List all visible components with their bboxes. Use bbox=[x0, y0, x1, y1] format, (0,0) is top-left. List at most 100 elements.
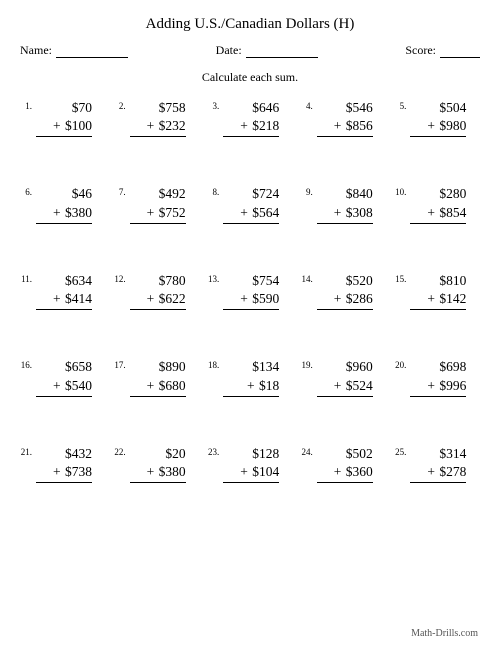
problem-number: 2. bbox=[114, 99, 126, 111]
problem-stack: $520+ $286 bbox=[317, 272, 373, 310]
problem-stack: $724+ $564 bbox=[223, 185, 279, 223]
problem-stack: $314+ $278 bbox=[410, 445, 466, 483]
problem: 6.$46+ $380 bbox=[20, 185, 106, 223]
problem-number: 3. bbox=[207, 99, 219, 111]
worksheet-page: Adding U.S./Canadian Dollars (H) Name: D… bbox=[0, 0, 500, 647]
addend-bottom: + $360 bbox=[317, 463, 373, 483]
addend-top: $504 bbox=[410, 99, 466, 117]
problem: 22. $20+ $380 bbox=[114, 445, 200, 483]
addend-top: $314 bbox=[410, 445, 466, 463]
problem: 4.$546+ $856 bbox=[301, 99, 387, 137]
problem: 15. $810+ $142 bbox=[394, 272, 480, 310]
date-label: Date: bbox=[216, 43, 242, 58]
problem-number: 19. bbox=[301, 358, 313, 370]
problem-number: 15. bbox=[394, 272, 406, 284]
problem-number: 6. bbox=[20, 185, 32, 197]
problem: 25.$314+ $278 bbox=[394, 445, 480, 483]
problem: 18. $134+ $18 bbox=[207, 358, 293, 396]
problem-stack: $840+ $308 bbox=[317, 185, 373, 223]
problem: 1. $70+ $100 bbox=[20, 99, 106, 137]
problem: 14. $520+ $286 bbox=[301, 272, 387, 310]
problems-grid: 1. $70+ $100 2. $758+ $232 3. $646+ $218 4.$54… bbox=[20, 99, 480, 483]
addend-top: $758 bbox=[130, 99, 186, 117]
problem-stack: $70+ $100 bbox=[36, 99, 92, 137]
addend-top: $128 bbox=[223, 445, 279, 463]
problem: 19. $960+ $524 bbox=[301, 358, 387, 396]
addend-top: $890 bbox=[130, 358, 186, 376]
addend-bottom: + $232 bbox=[130, 117, 186, 137]
addend-top: $754 bbox=[223, 272, 279, 290]
problem-stack: $492+ $752 bbox=[130, 185, 186, 223]
problem-stack: $960+ $524 bbox=[317, 358, 373, 396]
addend-top: $70 bbox=[36, 99, 92, 117]
addend-bottom: + $142 bbox=[410, 290, 466, 310]
problem-stack: $890+ $680 bbox=[130, 358, 186, 396]
problem: 16.$658+ $540 bbox=[20, 358, 106, 396]
problem-number: 7. bbox=[114, 185, 126, 197]
problem-number: 20. bbox=[394, 358, 406, 370]
problem-stack: $502+ $360 bbox=[317, 445, 373, 483]
problem-stack: $280+ $854 bbox=[410, 185, 466, 223]
addend-bottom: + $980 bbox=[410, 117, 466, 137]
problem: 13. $754+ $590 bbox=[207, 272, 293, 310]
name-blank[interactable] bbox=[56, 46, 128, 58]
problem-stack: $810+ $142 bbox=[410, 272, 466, 310]
problem-number: 11. bbox=[20, 272, 32, 284]
addend-top: $780 bbox=[130, 272, 186, 290]
problem-number: 22. bbox=[114, 445, 126, 457]
addend-top: $698 bbox=[410, 358, 466, 376]
problem-number: 17. bbox=[114, 358, 126, 370]
problem: 2. $758+ $232 bbox=[114, 99, 200, 137]
problem-number: 4. bbox=[301, 99, 313, 111]
problem-stack: $754+ $590 bbox=[223, 272, 279, 310]
problem-number: 1. bbox=[20, 99, 32, 111]
addend-bottom: + $104 bbox=[223, 463, 279, 483]
score-field: Score: bbox=[405, 43, 480, 58]
addend-top: $20 bbox=[130, 445, 186, 463]
addend-bottom: + $540 bbox=[36, 377, 92, 397]
date-field: Date: bbox=[216, 43, 318, 58]
addend-bottom: + $380 bbox=[130, 463, 186, 483]
problem-stack: $658+ $540 bbox=[36, 358, 92, 396]
problem-number: 14. bbox=[301, 272, 313, 284]
problem-number: 23. bbox=[207, 445, 219, 457]
addend-bottom: + $738 bbox=[36, 463, 92, 483]
problem: 10.$280+ $854 bbox=[394, 185, 480, 223]
problem-stack: $780+ $622 bbox=[130, 272, 186, 310]
problem: 20. $698+ $996 bbox=[394, 358, 480, 396]
footer-text: Math-Drills.com bbox=[411, 628, 478, 639]
date-blank[interactable] bbox=[246, 46, 318, 58]
problem: 9.$840+ $308 bbox=[301, 185, 387, 223]
problem: 11. $634+ $414 bbox=[20, 272, 106, 310]
addend-bottom: + $996 bbox=[410, 377, 466, 397]
problem-stack: $646+ $218 bbox=[223, 99, 279, 137]
score-blank[interactable] bbox=[440, 46, 480, 58]
name-field: Name: bbox=[20, 43, 128, 58]
problem-stack: $128+ $104 bbox=[223, 445, 279, 483]
addend-top: $810 bbox=[410, 272, 466, 290]
problem-number: 24. bbox=[301, 445, 313, 457]
addend-top: $432 bbox=[36, 445, 92, 463]
problem: 17. $890+ $680 bbox=[114, 358, 200, 396]
addend-bottom: + $380 bbox=[36, 204, 92, 224]
addend-bottom: + $18 bbox=[223, 377, 279, 397]
addend-top: $492 bbox=[130, 185, 186, 203]
problem-stack: $134+ $18 bbox=[223, 358, 279, 396]
problem-number: 5. bbox=[394, 99, 406, 111]
problem-number: 8. bbox=[207, 185, 219, 197]
problem-number: 13. bbox=[207, 272, 219, 284]
addend-bottom: + $752 bbox=[130, 204, 186, 224]
addend-bottom: + $286 bbox=[317, 290, 373, 310]
score-label: Score: bbox=[405, 43, 436, 58]
problem-number: 18. bbox=[207, 358, 219, 370]
problem-stack: $634+ $414 bbox=[36, 272, 92, 310]
problem: 24. $502+ $360 bbox=[301, 445, 387, 483]
addend-top: $280 bbox=[410, 185, 466, 203]
addend-top: $520 bbox=[317, 272, 373, 290]
addend-top: $634 bbox=[36, 272, 92, 290]
name-label: Name: bbox=[20, 43, 52, 58]
problem-number: 12. bbox=[114, 272, 126, 284]
problem: 23. $128+ $104 bbox=[207, 445, 293, 483]
problem: 21.$432+ $738 bbox=[20, 445, 106, 483]
problem-stack: $698+ $996 bbox=[410, 358, 466, 396]
